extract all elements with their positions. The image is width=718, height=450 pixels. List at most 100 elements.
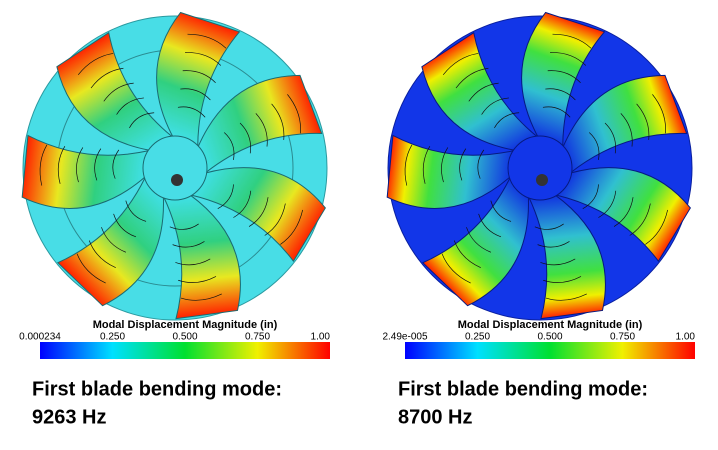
contour-line [441,147,449,183]
contour-line [481,97,509,115]
contour-line [537,241,570,248]
blade [562,74,688,174]
contour-line [494,112,520,129]
contour-line [468,82,499,102]
contour-line [466,227,491,253]
contour-line [287,94,301,134]
colorbar [40,342,330,359]
contour-line [589,132,600,161]
hub [507,135,573,201]
blade [56,31,174,151]
contour-line [455,67,489,89]
colorbar-tick-label: 0.250 [100,332,125,343]
contour-line [182,70,216,83]
colorbar-tick-label: 0.500 [172,332,197,343]
contour-line [404,144,413,186]
contour-line [582,184,599,210]
contour-line [113,213,137,238]
contour-line [542,106,571,118]
blade [21,134,150,209]
contour-line [598,190,617,218]
hub [142,135,208,201]
contour-line [129,112,155,129]
blade [555,167,691,263]
contour-line [552,33,592,49]
contour-line [534,223,564,230]
contour-line [77,53,114,76]
contour-line [453,240,481,268]
blade [197,74,323,174]
contour-line [101,227,126,253]
contour-line [248,197,269,227]
contour-line [88,240,116,268]
contour-line [175,258,211,266]
hub-bore [171,174,183,186]
contour-line [39,144,48,186]
colorbar-tick-label: 0.000234 [19,332,61,343]
contour-line [112,149,120,179]
contour-line [187,33,227,49]
contour-line [545,293,587,301]
caption: 8700 Hz [398,406,473,428]
contour-line [103,82,134,102]
contour-line [217,184,234,210]
contour-line [224,132,235,161]
contour-line [490,200,512,222]
contour-line [540,258,576,266]
contour-line [550,52,587,66]
blade [521,11,606,148]
colorbar-tick-label: 0.750 [245,332,270,343]
blade [163,194,241,320]
contour-line [545,88,576,101]
colorbar-tick-label: 0.500 [537,332,562,343]
contour-line [613,197,634,227]
contour-line [547,70,581,83]
caption: First blade bending mode: [398,378,648,400]
contour-line [180,88,211,101]
colorbar-title: Modal Displacement Magnitude (in) [458,319,643,331]
hub-bore [536,174,548,186]
blade [156,11,241,148]
blade [421,176,529,307]
contour-line [76,147,84,183]
colorbar [405,342,695,359]
caption: 9263 Hz [32,406,107,428]
contour-line [180,293,222,301]
colorbar-tick-label: 0.750 [610,332,635,343]
contour-line [636,103,650,140]
impeller-right [386,11,693,321]
contour-line [178,276,217,283]
contour-line [604,122,616,154]
contour-line [90,67,124,89]
contour-line [185,52,222,66]
contour-line [620,113,633,147]
contour-line [76,253,106,284]
colorbar-tick-label: 2.49e-005 [382,332,427,343]
contour-line [280,209,303,245]
contour-line [255,113,268,147]
contour-line [264,203,286,236]
caption: First blade bending mode: [32,378,282,400]
contour-line [477,149,485,179]
contour-line [645,209,668,245]
contour-line [442,53,479,76]
contour-line [441,253,471,284]
contour-line [94,148,102,181]
contour-line [543,276,582,283]
blade [386,134,515,209]
contour-line [239,122,251,154]
contour-line [629,203,651,236]
contour-line [169,223,199,230]
contour-line [177,106,206,118]
impeller-left [21,11,328,321]
contour-line [116,97,144,115]
contour-line [459,148,467,181]
contour-line [172,241,205,248]
contour-line [125,200,147,222]
colorbar-tick-label: 1.00 [676,332,696,343]
colorbar-tick-label: 1.00 [311,332,331,343]
blade [56,176,164,307]
colorbar-title: Modal Displacement Magnitude (in) [93,319,278,331]
contour-line [233,190,252,218]
